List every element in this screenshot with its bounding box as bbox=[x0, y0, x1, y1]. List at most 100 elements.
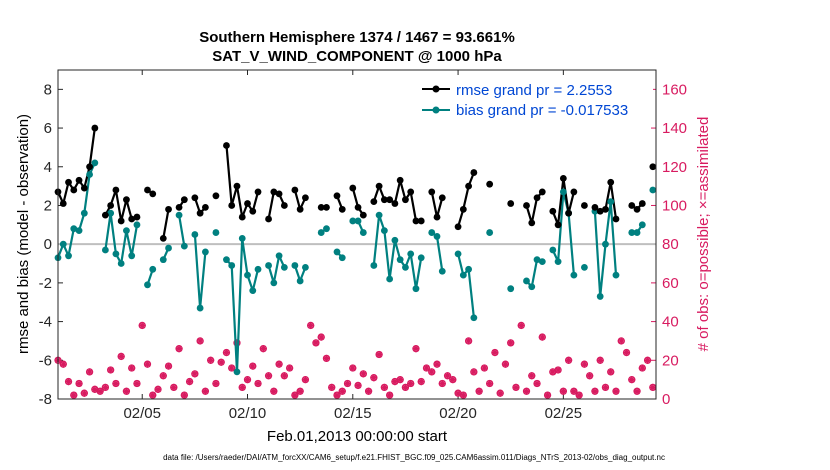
y-left-tick-label: 2 bbox=[44, 197, 52, 214]
x-tick-label: 02/10 bbox=[229, 405, 267, 422]
rmse-point bbox=[549, 207, 557, 215]
bias-point bbox=[396, 256, 404, 264]
obs-assimilated-point bbox=[507, 339, 515, 347]
obs-assimilated-point bbox=[480, 364, 488, 372]
rmse-point bbox=[333, 192, 341, 200]
obs-assimilated-point bbox=[349, 364, 357, 372]
obs-assimilated-point bbox=[233, 339, 241, 347]
rmse-point bbox=[649, 163, 657, 171]
obs-assimilated-point bbox=[249, 362, 257, 370]
obs-assimilated-point bbox=[265, 372, 273, 380]
obs-assimilated-point bbox=[528, 372, 536, 380]
bias-point bbox=[370, 262, 378, 269]
y-left-tick-label: -8 bbox=[39, 391, 52, 408]
bias-point bbox=[302, 264, 309, 271]
obs-assimilated-point bbox=[491, 349, 499, 357]
bias-point bbox=[538, 258, 546, 265]
rmse-point bbox=[65, 178, 72, 186]
bias-point bbox=[507, 285, 515, 293]
obs-assimilated-point bbox=[438, 380, 446, 388]
bias-point bbox=[380, 227, 388, 235]
rmse-point bbox=[149, 190, 157, 198]
rmse-point bbox=[354, 204, 362, 211]
obs-assimilated-point bbox=[417, 378, 425, 386]
y-left-tick-label: 8 bbox=[44, 81, 52, 98]
obs-assimilated-point bbox=[96, 387, 104, 395]
y-axis-right-label: # of obs: o=possible; ×=assimilated bbox=[695, 117, 712, 352]
rmse-point bbox=[428, 188, 436, 196]
data-file-footnote: data file: /Users/raeder/DAI/ATM_forcXX/… bbox=[163, 453, 665, 462]
bias-point bbox=[107, 209, 115, 217]
obs-assimilated-point bbox=[259, 345, 267, 353]
bias-point bbox=[433, 233, 441, 240]
rmse-point bbox=[628, 202, 636, 209]
rmse-point bbox=[254, 188, 262, 196]
bias-point bbox=[191, 231, 199, 238]
obs-assimilated-point bbox=[312, 339, 320, 347]
legend-bias-label: bias grand pr = -0.017533 bbox=[456, 102, 628, 119]
rmse-point bbox=[591, 204, 599, 211]
rmse-point bbox=[265, 215, 272, 223]
y-left-tick-label: 0 bbox=[44, 236, 52, 253]
bias-point bbox=[117, 260, 125, 267]
rmse-point bbox=[291, 186, 299, 194]
rmse-point bbox=[523, 202, 530, 209]
bias-point bbox=[70, 225, 78, 233]
bias-point bbox=[470, 314, 478, 322]
bias-point bbox=[265, 262, 272, 269]
obs-assimilated-point bbox=[217, 358, 225, 366]
obs-assimilated-point bbox=[517, 321, 525, 329]
bias-point bbox=[417, 254, 425, 262]
obs-assimilated-point bbox=[159, 372, 167, 380]
bias-point bbox=[175, 211, 183, 219]
bias-point bbox=[581, 264, 588, 271]
obs-assimilated-point bbox=[344, 380, 352, 388]
bias-point bbox=[159, 256, 167, 264]
bias-point bbox=[528, 283, 536, 291]
obs-assimilated-point bbox=[165, 362, 173, 370]
obs-assimilated-point bbox=[280, 372, 288, 380]
y-right-tick-label: 100 bbox=[662, 197, 687, 214]
bias-point bbox=[280, 264, 288, 271]
rmse-point bbox=[86, 163, 93, 171]
y-left-tick-label: 6 bbox=[44, 120, 52, 137]
obs-assimilated-point bbox=[596, 356, 604, 364]
y-right-tick-label: 60 bbox=[662, 275, 679, 292]
obs-assimilated-point bbox=[186, 378, 194, 386]
bias-point bbox=[75, 227, 83, 235]
rmse-point bbox=[612, 215, 620, 223]
obs-assimilated-point bbox=[444, 372, 452, 380]
y-right-tick-label: 40 bbox=[662, 314, 679, 331]
bias-point bbox=[523, 277, 530, 285]
rmse-point bbox=[565, 209, 573, 217]
bias-point bbox=[559, 188, 567, 196]
rmse-point bbox=[91, 124, 99, 132]
obs-assimilated-point bbox=[380, 383, 388, 391]
rmse-point bbox=[128, 215, 136, 223]
obs-assimilated-point bbox=[475, 387, 483, 395]
rmse-point bbox=[133, 213, 141, 221]
obs-assimilated-point bbox=[454, 389, 462, 397]
obs-assimilated-point bbox=[386, 391, 394, 399]
bias-point bbox=[223, 256, 230, 264]
obs-assimilated-point bbox=[359, 370, 367, 378]
obs-assimilated-point bbox=[328, 383, 336, 391]
y-left-tick-label: -4 bbox=[39, 314, 52, 331]
obs-assimilated-point bbox=[375, 350, 383, 358]
obs-assimilated-point bbox=[175, 345, 183, 353]
obs-assimilated-point bbox=[459, 391, 467, 399]
obs-assimilated-point bbox=[196, 337, 204, 345]
bias-point bbox=[86, 171, 93, 178]
obs-assimilated-point bbox=[565, 356, 573, 364]
rmse-point bbox=[80, 184, 88, 192]
bias-point bbox=[391, 236, 399, 244]
legend-bias-marker bbox=[432, 106, 440, 114]
y-right-tick-label: 140 bbox=[662, 120, 687, 137]
obs-assimilated-point bbox=[617, 337, 625, 345]
obs-assimilated-point bbox=[570, 387, 578, 395]
obs-assimilated-point bbox=[91, 385, 99, 393]
rmse-point bbox=[117, 217, 125, 225]
rmse-point bbox=[59, 200, 67, 207]
